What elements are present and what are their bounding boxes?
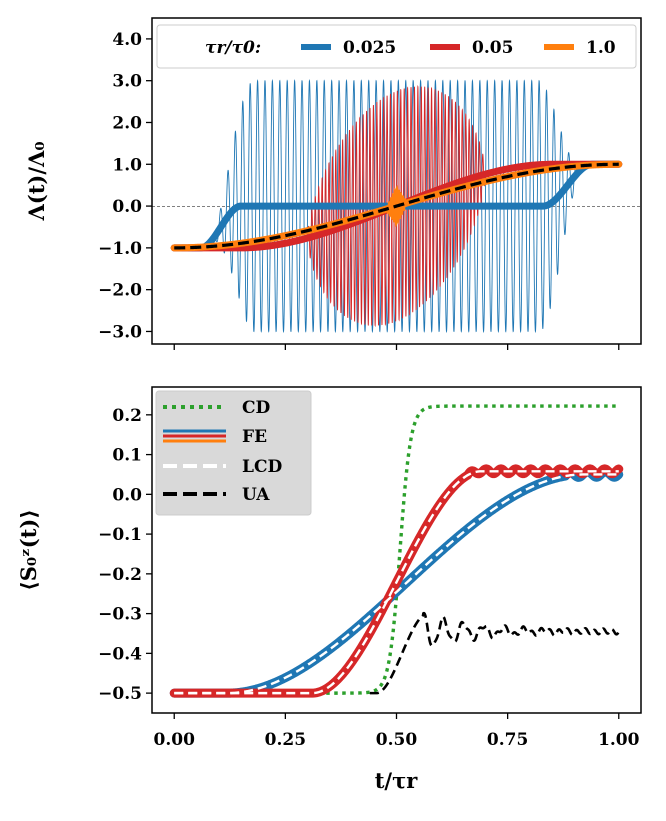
bottom-y-tick-label: −0.3 <box>98 605 142 625</box>
bottom-y-tick-label: −0.4 <box>98 644 142 664</box>
bottom-panel: 0.20.10.0−0.1−0.2−0.3−0.4−0.5 0.00 0.25 0.… <box>16 386 642 793</box>
top-panel: 4.0 3.0 2.0 1.0 0.0 −1.0 −2.0 −3.0 Λ(t)/Λ₀ τr/τ… <box>24 17 642 350</box>
series-line-lcd-blue <box>174 473 619 695</box>
legend-label-1.0: 1.0 <box>586 38 616 58</box>
top-y-tick-label: −1.0 <box>98 239 142 259</box>
bottom-x-tick-label: 0.00 <box>154 730 196 750</box>
bottom-y-tick-label: 0.1 <box>112 446 142 466</box>
bottom-legend: CD FE LCD UA <box>155 390 312 516</box>
top-legend-box <box>156 24 637 69</box>
top-y-tick-label: −2.0 <box>98 281 142 301</box>
legend-label-0.05: 0.05 <box>472 38 513 58</box>
bottom-x-tick-label: 0.25 <box>265 730 306 750</box>
bottom-series-layer <box>169 404 624 698</box>
bottom-y-ticks: 0.2 0.1 0.0 −0.1 −0.2 −0.3 −0.4 −0.5 <box>98 406 152 704</box>
series-line-lcd-red <box>174 470 619 695</box>
top-y-tick-label: 1.0 <box>112 155 142 175</box>
legend-label-0.025: 0.025 <box>343 38 396 58</box>
top-y-tick-label: 2.0 <box>112 113 142 133</box>
bottom-x-tick-label: 1.00 <box>598 730 640 750</box>
series-line-ua <box>174 162 619 250</box>
top-legend: τr/τ0: 0.025 0.05 1.0 <box>156 24 637 69</box>
top-x-ticks <box>173 344 620 350</box>
top-y-tick-label: −3.0 <box>98 322 142 342</box>
bottom-y-tick-label: −0.1 <box>98 525 142 545</box>
bottom-x-tick-label: 0.50 <box>376 730 418 750</box>
top-y-tick-label: 4.0 <box>112 30 142 50</box>
bottom-x-tick-label: 0.75 <box>487 730 528 750</box>
bottom-x-ticks: 0.00 0.25 0.50 0.75 1.00 <box>154 713 640 750</box>
bottom-y-tick-label: −0.5 <box>98 684 142 704</box>
bottom-y-tick-label: 0.2 <box>112 406 142 426</box>
x-axis-label: t/τr <box>375 768 419 793</box>
top-y-tick-label: 0.0 <box>112 197 142 217</box>
legend-label-lcd: LCD <box>242 457 282 477</box>
bottom-y-tick-label: −0.2 <box>98 565 142 585</box>
top-y-tick-label: 3.0 <box>112 72 142 92</box>
bottom-legend-box <box>155 390 312 516</box>
series-line-ua-bottom <box>369 611 620 695</box>
bottom-y-axis-label: ⟨S₀ᶻ(t)⟩ <box>16 509 41 591</box>
top-series-layer <box>152 78 641 334</box>
top-y-axis-label: Λ(t)/Λ₀ <box>24 141 49 221</box>
legend-label-ua: UA <box>242 485 270 505</box>
legend-label-cd: CD <box>242 398 271 418</box>
legend-title: τr/τ0: <box>205 38 261 58</box>
top-y-ticks: 4.0 3.0 2.0 1.0 0.0 −1.0 −2.0 −3.0 <box>98 30 152 342</box>
legend-label-fe: FE <box>242 427 267 447</box>
bottom-y-tick-label: 0.0 <box>112 485 142 505</box>
